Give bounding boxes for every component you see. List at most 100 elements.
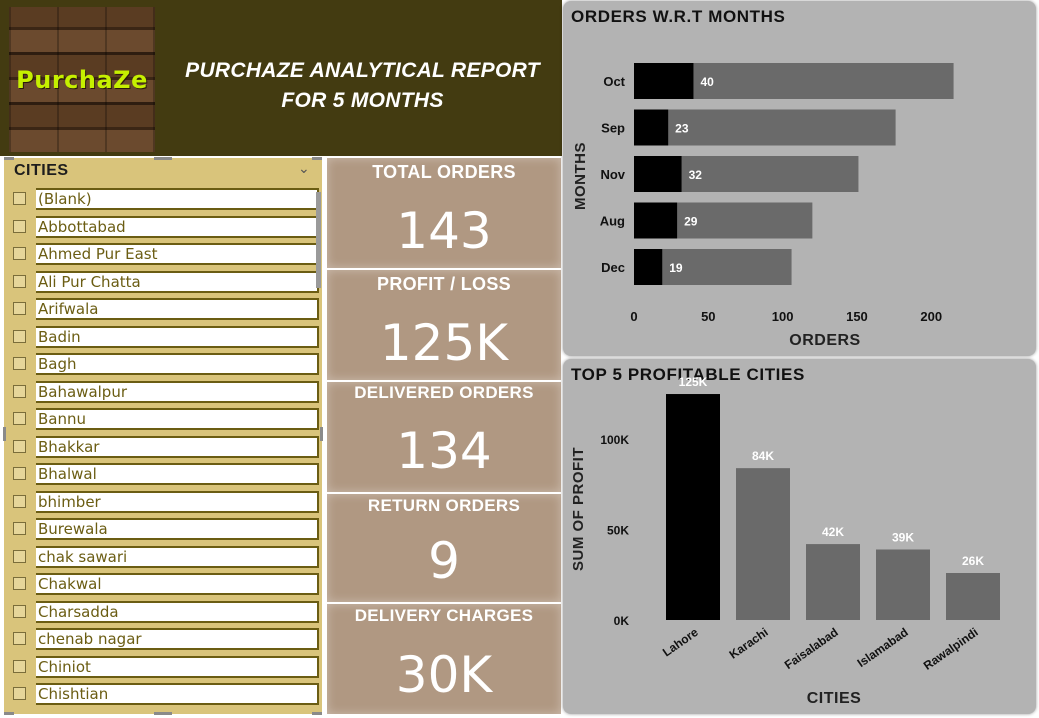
bar-orders[interactable] (634, 63, 694, 99)
x-axis-label: CITIES (807, 690, 862, 707)
slicer-item[interactable]: (Blank) (4, 187, 322, 215)
checkbox[interactable] (13, 577, 26, 590)
checkbox[interactable] (13, 274, 26, 288)
purchaze-logo: PurchaZe (9, 7, 155, 152)
slicer-item[interactable]: Badin (4, 325, 322, 353)
chart-title: TOP 5 PROFITABLE CITIES (571, 365, 805, 384)
slicer-item[interactable]: Burewala (4, 517, 322, 545)
x-tick-label: 0 (630, 309, 637, 324)
bar-orders[interactable] (634, 156, 682, 192)
slicer-item-label: Bagh (36, 353, 319, 375)
bar[interactable] (666, 394, 720, 620)
orders-by-month-panel: ORDERS W.R.T MONTHS Oct 40 Sep 23 Nov 32 Aug 29… (563, 1, 1036, 356)
y-tick-label: 50K (607, 524, 629, 538)
resize-handle[interactable] (312, 712, 322, 715)
slicer-item[interactable]: Bahawalpur (4, 380, 322, 408)
category-label: Islamabad (855, 625, 911, 670)
checkbox[interactable] (13, 219, 26, 233)
chart-title: ORDERS W.R.T MONTHS (571, 7, 786, 26)
slicer-item[interactable]: Ali Pur Chatta (4, 270, 322, 298)
bar-orders[interactable] (634, 202, 678, 239)
bar[interactable] (946, 573, 1000, 620)
data-label: 125K (679, 375, 708, 389)
bar[interactable] (806, 544, 860, 620)
slicer-item-label: Arifwala (36, 298, 319, 320)
data-label: 26K (962, 554, 984, 568)
report-title-line1: PURCHAZE ANALYTICAL REPORT (185, 59, 540, 82)
checkbox[interactable] (13, 357, 26, 370)
bar-orders[interactable] (634, 109, 669, 146)
kpi-value: 9 (428, 532, 460, 590)
orders-by-month-chart: Oct 40 Sep 23 Nov 32 Aug 29 Dec 19 0 50 100 150 200 ORD… (572, 63, 954, 349)
checkbox[interactable] (13, 522, 26, 535)
checkbox[interactable] (13, 247, 26, 260)
slicer-item[interactable]: Chakwal (4, 572, 322, 600)
x-tick-label: 150 (846, 309, 868, 324)
data-label: 84K (752, 449, 774, 463)
slicer-item-label: bhimber (36, 490, 319, 513)
category-label: Karachi (727, 625, 771, 662)
category-label: Oct (603, 74, 625, 89)
checkbox[interactable] (13, 412, 26, 425)
checkbox[interactable] (13, 604, 26, 618)
resize-handle[interactable] (3, 427, 6, 441)
category-label: Faisalabad (782, 625, 841, 672)
checkbox[interactable] (13, 302, 26, 315)
checkbox[interactable] (13, 192, 26, 205)
resize-handle[interactable] (4, 712, 14, 715)
checkbox[interactable] (13, 467, 26, 480)
y-tick-label: 100K (600, 433, 629, 447)
data-label: 19 (669, 261, 683, 275)
chevron-down-icon[interactable]: ⌄ (298, 160, 310, 176)
y-tick-label: 0K (614, 614, 630, 628)
kpi-label: PROFIT / LOSS (377, 274, 511, 294)
checkbox[interactable] (13, 659, 26, 673)
kpi-total-orders: TOTAL ORDERS 143 (327, 158, 561, 268)
slicer-item[interactable]: chenab nagar (4, 627, 322, 655)
slicer-item-label: Chiniot (36, 655, 319, 678)
slicer-item[interactable]: Chiniot (4, 655, 322, 683)
data-label: 32 (689, 168, 703, 182)
kpi-value: 125K (379, 314, 509, 372)
slicer-item[interactable]: Charsadda (4, 600, 322, 628)
kpi-delivery-charges: DELIVERY CHARGES 30K (327, 604, 561, 714)
slicer-item[interactable]: bhimber (4, 490, 322, 518)
kpi-value: 30K (395, 646, 493, 704)
cities-slicer[interactable]: CITIES ⌄ (Blank) Abbottabad Ahmed Pur East… (4, 158, 322, 714)
slicer-item[interactable]: Bhalwal (4, 462, 322, 490)
kpi-label: DELIVERED ORDERS (354, 383, 534, 402)
checkbox[interactable] (13, 494, 26, 508)
resize-handle[interactable] (312, 157, 322, 160)
checkbox[interactable] (13, 439, 26, 453)
checkbox[interactable] (13, 549, 26, 563)
slicer-item-label: Bhakkar (36, 435, 319, 458)
slicer-item-label: chenab nagar (36, 628, 319, 650)
bar-orders[interactable] (634, 249, 663, 285)
slicer-item-label: Bhalwal (36, 463, 319, 485)
bar-total[interactable] (634, 109, 896, 146)
checkbox[interactable] (13, 632, 26, 645)
bar[interactable] (736, 468, 790, 620)
slicer-item[interactable]: Arifwala (4, 297, 322, 325)
slicer-item-label: (Blank) (36, 188, 319, 210)
resize-handle[interactable] (154, 157, 172, 160)
slicer-item[interactable]: Abbottabad (4, 215, 322, 243)
checkbox[interactable] (13, 384, 26, 398)
slicer-scrollbar[interactable] (316, 192, 321, 288)
resize-handle[interactable] (154, 712, 172, 715)
slicer-item[interactable]: Chishtian (4, 682, 322, 710)
checkbox[interactable] (13, 329, 26, 343)
slicer-item[interactable]: Ahmed Pur East (4, 242, 322, 270)
top-cities-panel: TOP 5 PROFITABLE CITIES 0K 50K 100K 125K Lah… (563, 359, 1036, 714)
slicer-item-label: Chakwal (36, 573, 319, 595)
kpi-label: RETURN ORDERS (367, 496, 521, 515)
checkbox[interactable] (13, 687, 26, 700)
slicer-item[interactable]: Bannu (4, 407, 322, 435)
slicer-item[interactable]: Bagh (4, 352, 322, 380)
slicer-item[interactable]: chak sawari (4, 545, 322, 573)
bar[interactable] (876, 549, 930, 621)
resize-handle[interactable] (320, 427, 323, 441)
slicer-item[interactable]: Bhakkar (4, 435, 322, 463)
slicer-item-label: Ali Pur Chatta (36, 270, 319, 293)
resize-handle[interactable] (4, 157, 14, 160)
